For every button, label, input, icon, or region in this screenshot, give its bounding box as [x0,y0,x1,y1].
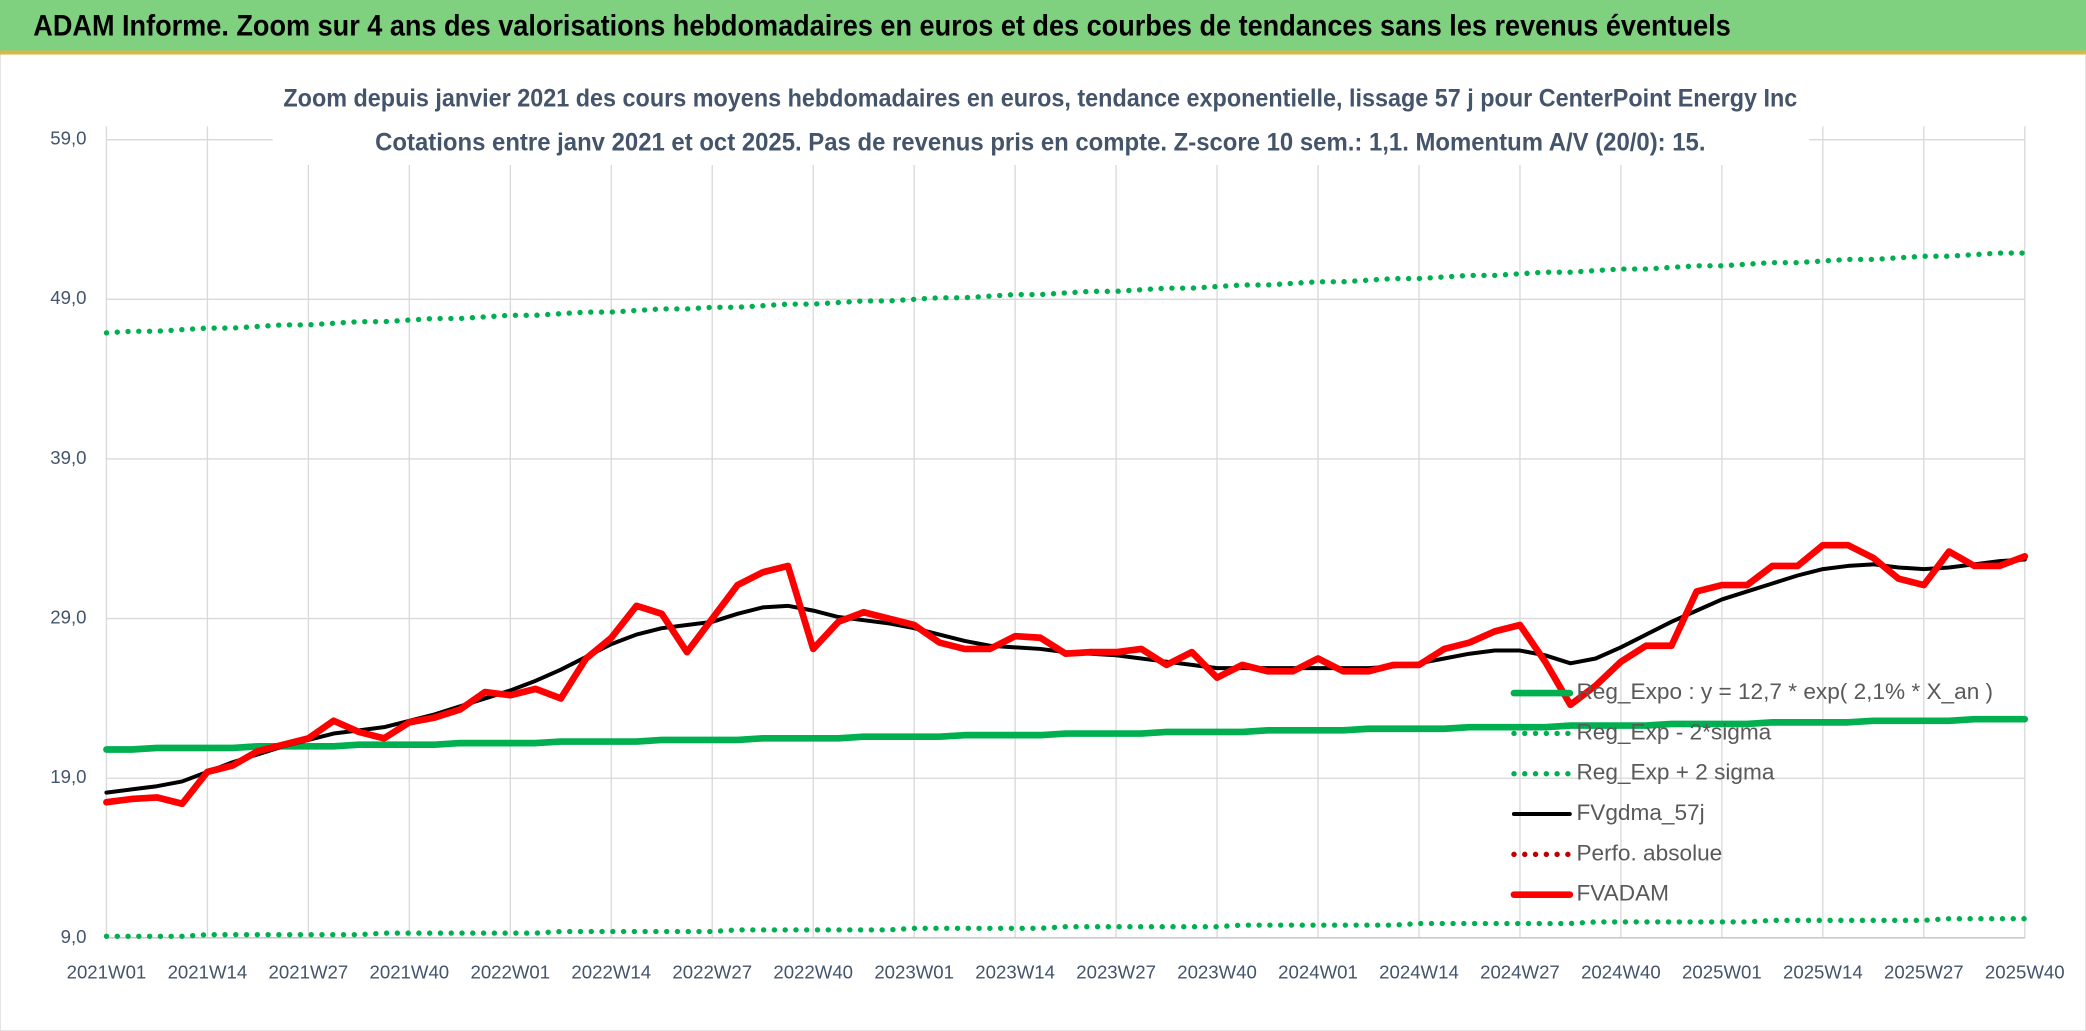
y-tick-label: 29,0 [50,607,86,628]
x-tick-label: 2022W14 [571,962,651,983]
x-tick-label: 2021W27 [269,962,349,983]
legend-label: FVADAM [1576,881,1669,906]
x-tick-label: 2021W01 [67,962,147,983]
y-tick-label: 9,0 [61,926,87,947]
x-tick-label: 2024W14 [1379,962,1459,983]
series-line [103,541,2029,808]
x-tick-label: 2023W27 [1076,962,1156,983]
header-border [0,50,2086,55]
chart-subtitle: Cotations entre janv 2021 et oct 2025. P… [375,128,1705,156]
legend-label: Reg_Expo : y = 12,7 * exp( 2,1% * X_an ) [1576,679,1993,704]
legend-label: Reg_Exp - 2*sigma [1576,719,1771,744]
series-line [103,250,2028,336]
legend-label: Reg_Exp + 2 sigma [1576,760,1774,785]
x-tick-label: 2023W40 [1177,962,1257,983]
title-backdrop [272,79,1810,165]
x-tick-label: 2025W14 [1783,962,1863,983]
legend-label: FVgdma_57j [1576,800,1704,825]
y-tick-label: 39,0 [50,447,86,468]
y-tick-label: 49,0 [50,287,86,308]
page-title: ADAM Informe. Zoom sur 4 ans des valoris… [33,11,1730,43]
series-line [103,715,2029,753]
x-tick-label: 2024W27 [1480,962,1560,983]
x-tick-label: 2022W27 [672,962,752,983]
x-tick-label: 2025W27 [1884,962,1964,983]
series-line [103,916,2028,939]
x-tick-label: 2021W14 [168,962,248,983]
x-tick-label: 2022W40 [773,962,853,983]
x-tick-label: 2023W14 [975,962,1055,983]
x-tick-label: 2021W40 [370,962,450,983]
y-tick-label: 59,0 [50,128,86,149]
x-tick-label: 2024W01 [1278,962,1358,983]
header-bar [0,0,2086,54]
x-tick-label: 2025W01 [1682,962,1762,983]
chart-title: Zoom depuis janvier 2021 des cours moyen… [283,84,1797,112]
legend-label: Perfo. absolue [1576,840,1722,865]
y-tick-label: 19,0 [50,766,86,787]
x-tick-label: 2023W01 [874,962,954,983]
x-tick-label: 2024W40 [1581,962,1661,983]
x-tick-label: 2025W40 [1985,962,2065,983]
x-tick-label: 2022W01 [470,962,550,983]
